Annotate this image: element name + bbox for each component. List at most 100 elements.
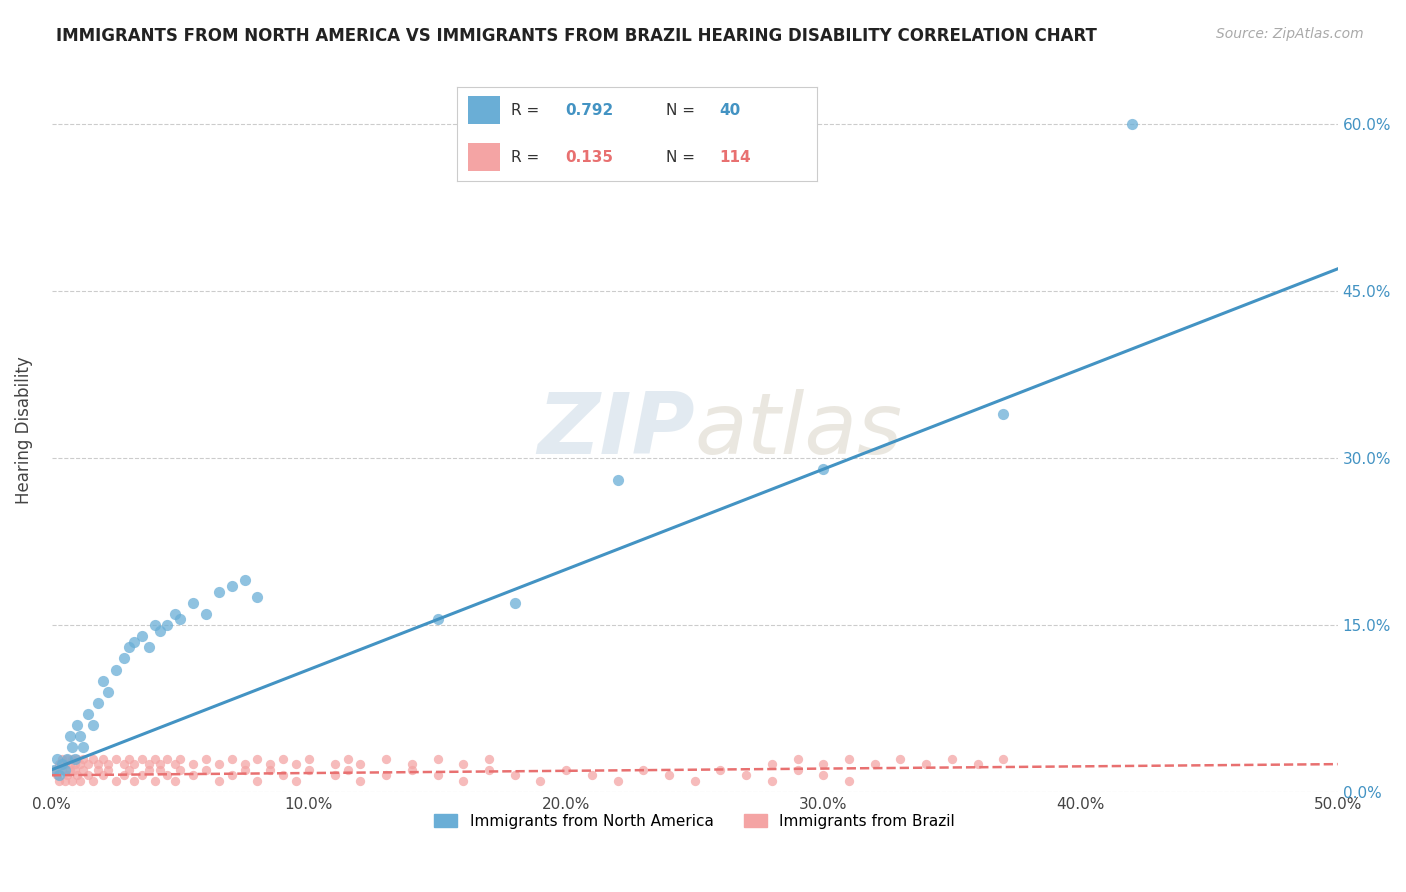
Point <box>246 751 269 765</box>
Point <box>69 729 91 743</box>
Point <box>112 651 135 665</box>
Point <box>56 768 79 782</box>
Point <box>259 763 281 777</box>
Point <box>56 751 79 765</box>
Text: Source: ZipAtlas.com: Source: ZipAtlas.com <box>1216 27 1364 41</box>
Point <box>72 751 94 765</box>
Point <box>169 612 191 626</box>
Point <box>555 763 578 777</box>
Point <box>336 751 359 765</box>
Point <box>76 707 98 722</box>
Point <box>233 574 256 588</box>
Point <box>69 757 91 772</box>
Point <box>63 757 86 772</box>
Point <box>149 624 172 638</box>
Point <box>66 768 89 782</box>
Point <box>87 757 110 772</box>
Point <box>581 768 603 782</box>
Point <box>195 751 218 765</box>
Point <box>76 757 98 772</box>
Point <box>683 773 706 788</box>
Point <box>63 751 86 765</box>
Point <box>63 763 86 777</box>
Point <box>813 757 835 772</box>
Point <box>143 618 166 632</box>
Point <box>233 763 256 777</box>
Point <box>941 751 963 765</box>
Point <box>195 763 218 777</box>
Point <box>131 768 153 782</box>
Point <box>105 751 128 765</box>
Point <box>401 757 423 772</box>
Y-axis label: Hearing Disability: Hearing Disability <box>15 357 32 504</box>
Point <box>45 768 67 782</box>
Point <box>761 773 783 788</box>
Point <box>105 773 128 788</box>
Point <box>118 751 141 765</box>
Point <box>221 751 243 765</box>
Point <box>426 751 449 765</box>
Point <box>426 612 449 626</box>
Point <box>72 740 94 755</box>
Point <box>863 757 886 772</box>
Point <box>633 763 655 777</box>
Point <box>208 757 231 772</box>
Point <box>60 751 83 765</box>
Point <box>165 757 187 772</box>
Point <box>169 751 191 765</box>
Point <box>122 773 145 788</box>
Point <box>112 768 135 782</box>
Point <box>48 768 70 782</box>
Point <box>53 773 76 788</box>
Point <box>122 634 145 648</box>
Point <box>181 596 204 610</box>
Point <box>221 768 243 782</box>
Point <box>993 751 1015 765</box>
Point <box>221 579 243 593</box>
Point <box>143 773 166 788</box>
Point <box>529 773 551 788</box>
Point <box>122 757 145 772</box>
Point <box>51 763 73 777</box>
Point <box>118 640 141 655</box>
Point <box>156 751 179 765</box>
Point <box>138 763 160 777</box>
Point <box>51 751 73 765</box>
Text: ZIP: ZIP <box>537 389 695 472</box>
Point <box>131 629 153 643</box>
Point <box>889 751 911 765</box>
Point <box>165 773 187 788</box>
Point <box>60 773 83 788</box>
Point <box>165 607 187 621</box>
Point <box>48 757 70 772</box>
Point <box>761 757 783 772</box>
Point <box>208 773 231 788</box>
Point <box>478 751 501 765</box>
Point <box>82 751 104 765</box>
Point <box>56 751 79 765</box>
Point <box>285 757 308 772</box>
Point <box>208 584 231 599</box>
Point <box>66 751 89 765</box>
Point <box>246 590 269 604</box>
Point <box>156 768 179 782</box>
Point <box>336 763 359 777</box>
Point <box>786 751 808 765</box>
Point <box>59 763 82 777</box>
Point <box>838 773 860 788</box>
Point <box>181 757 204 772</box>
Text: atlas: atlas <box>695 389 903 472</box>
Point <box>44 763 66 777</box>
Point <box>97 757 120 772</box>
Point <box>606 773 628 788</box>
Legend: Immigrants from North America, Immigrants from Brazil: Immigrants from North America, Immigrant… <box>429 807 962 835</box>
Point <box>813 462 835 476</box>
Point <box>966 757 988 772</box>
Point <box>69 773 91 788</box>
Point <box>401 763 423 777</box>
Point <box>143 751 166 765</box>
Point <box>915 757 938 772</box>
Point <box>503 596 526 610</box>
Point <box>60 740 83 755</box>
Point <box>149 757 172 772</box>
